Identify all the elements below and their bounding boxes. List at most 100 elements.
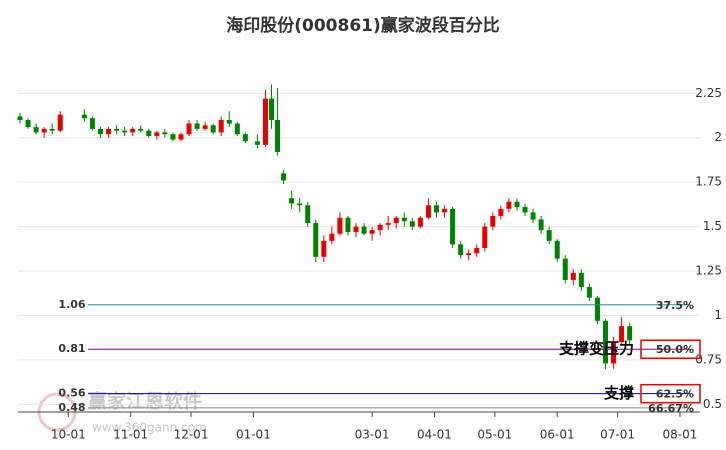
candle-body xyxy=(594,297,600,321)
y-tick-label: 2 xyxy=(714,130,722,144)
y-tick-label: 1 xyxy=(714,308,722,322)
candle-body xyxy=(530,212,536,220)
candle-body xyxy=(130,128,136,133)
candle-body xyxy=(482,226,488,248)
candle-body xyxy=(106,128,112,135)
candle-body xyxy=(281,173,287,181)
candle-body xyxy=(393,217,399,224)
candle-body xyxy=(554,240,560,259)
candle-body xyxy=(194,123,200,129)
candle-body xyxy=(490,215,496,227)
level-value: 0.81 xyxy=(58,342,85,355)
candle-body xyxy=(586,287,592,298)
candle-body xyxy=(442,208,448,213)
candle-body xyxy=(425,205,431,218)
candle-body xyxy=(269,98,275,120)
candle-body xyxy=(409,221,415,227)
candle-body xyxy=(562,258,568,280)
y-tick-label: 1.25 xyxy=(695,264,722,278)
level-value: 0.56 xyxy=(58,387,85,400)
level-note: 支撑 xyxy=(603,384,634,402)
x-tick-label: 06-01 xyxy=(540,428,575,442)
y-tick-label: 0.5 xyxy=(703,397,722,411)
candle-body xyxy=(337,217,343,234)
x-tick-label: 10-01 xyxy=(51,428,86,442)
candle-body xyxy=(466,253,472,256)
y-tick-label: 1.5 xyxy=(703,219,722,233)
candle-body xyxy=(33,127,39,133)
candle-body xyxy=(97,128,103,135)
candle-body xyxy=(619,326,625,343)
candle-body xyxy=(25,119,31,128)
candle-body xyxy=(146,130,152,136)
candle-body xyxy=(474,247,480,254)
candle-body xyxy=(254,141,260,145)
candle-body xyxy=(313,223,319,257)
candle-body xyxy=(433,205,439,213)
candle-body xyxy=(450,208,456,245)
level-percent: 37.5% xyxy=(656,299,694,312)
watermark: 赢家江恩软件 xyxy=(88,390,202,413)
candle-body xyxy=(570,272,576,280)
candle-body xyxy=(57,114,63,131)
candle-body xyxy=(170,134,176,140)
candle-body xyxy=(578,272,584,288)
candle-body xyxy=(275,119,281,152)
candle-body xyxy=(321,240,327,257)
x-tick-label: 01-01 xyxy=(236,428,271,442)
candle-body xyxy=(122,130,128,133)
x-tick-label: 07-01 xyxy=(600,428,635,442)
candle-body xyxy=(154,132,160,136)
level-value: 1.06 xyxy=(58,298,85,311)
x-tick-label: 05-01 xyxy=(477,428,512,442)
candle-body xyxy=(202,125,208,129)
level-percent: 66.67% xyxy=(648,402,694,415)
candle-body xyxy=(385,223,391,225)
candle-body xyxy=(627,326,633,341)
candle-body xyxy=(329,233,335,241)
level-value: 0.48 xyxy=(58,401,85,414)
candle-body xyxy=(186,123,192,135)
candle-body xyxy=(458,244,464,256)
candle-body xyxy=(305,205,311,224)
candle-body xyxy=(289,198,295,204)
candle-body xyxy=(178,134,184,140)
level-box xyxy=(640,339,701,359)
candle-body xyxy=(538,219,544,231)
candle-body xyxy=(162,132,168,135)
candle-body xyxy=(262,98,268,145)
candle-body xyxy=(522,207,528,213)
candle-body xyxy=(369,230,375,234)
candle-body xyxy=(41,128,47,133)
y-tick-label: 2.25 xyxy=(695,86,722,100)
candle-body xyxy=(361,226,367,234)
candle-body xyxy=(345,217,351,232)
chart-title: 海印股份(000861)赢家波段百分比 xyxy=(226,15,500,36)
candle-body xyxy=(17,116,23,120)
candle-body xyxy=(297,203,303,206)
candle-body xyxy=(401,217,407,222)
candle-body xyxy=(218,119,224,133)
candle-body xyxy=(210,125,216,133)
candle-body xyxy=(417,217,423,227)
y-tick-label: 1.75 xyxy=(695,175,722,189)
level-percent: 62.5% xyxy=(656,388,694,401)
candle-body xyxy=(602,320,608,364)
watermark: www.360gann.com xyxy=(92,421,207,435)
candle-body xyxy=(114,128,120,131)
x-tick-label: 04-01 xyxy=(417,428,452,442)
candle-body xyxy=(353,226,359,232)
candle-body xyxy=(226,119,232,124)
candle-body xyxy=(611,342,617,364)
candle-body xyxy=(242,134,248,142)
candle-body xyxy=(377,224,383,231)
level-box xyxy=(640,383,701,404)
candle-body xyxy=(546,230,552,241)
candle-body xyxy=(138,128,144,131)
candle-body xyxy=(514,201,520,208)
y-tick-label: 0.75 xyxy=(695,352,722,366)
x-tick-label: 08-01 xyxy=(663,428,698,442)
candle-body xyxy=(234,123,240,135)
candle-body xyxy=(89,118,95,129)
